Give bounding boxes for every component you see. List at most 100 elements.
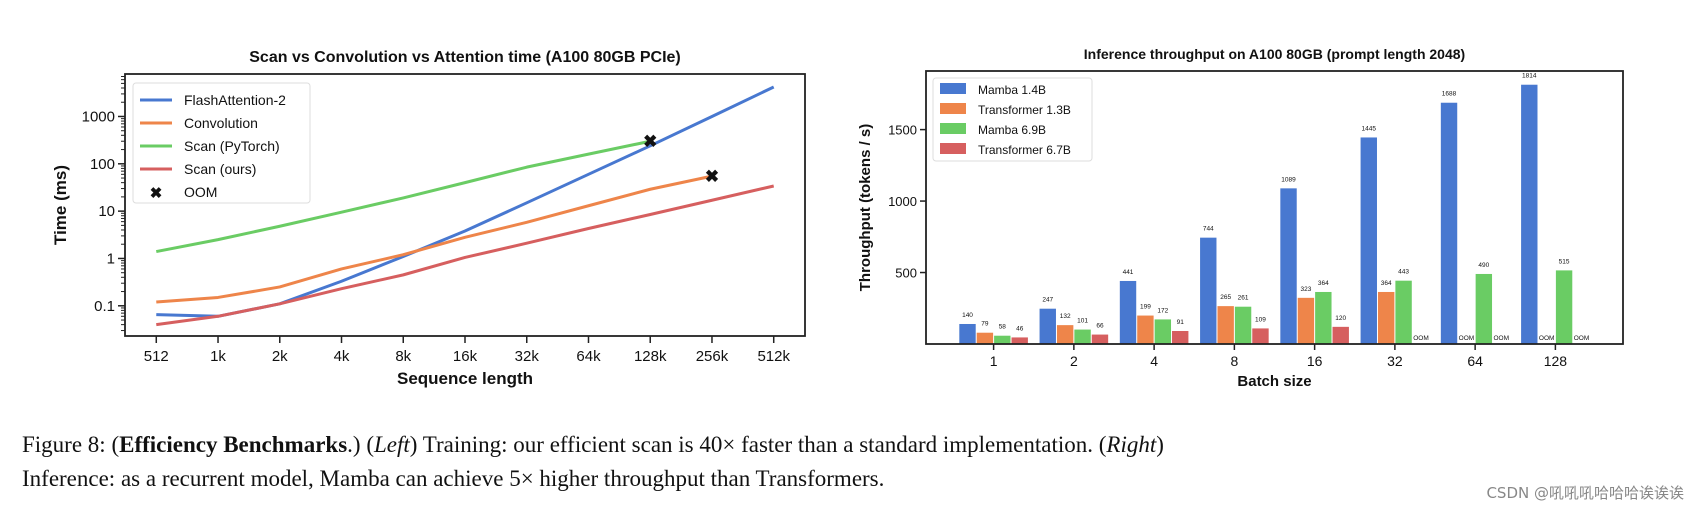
bar-value-label: 79 bbox=[981, 321, 989, 328]
chart-title: Inference throughput on A100 80GB (promp… bbox=[1084, 46, 1465, 62]
bar-value-label: 132 bbox=[1060, 313, 1071, 320]
oom-label: OOM bbox=[1459, 335, 1475, 342]
x-tick-label: 128k bbox=[634, 348, 667, 365]
x-tick-label: 1 bbox=[990, 353, 998, 369]
bar bbox=[1234, 306, 1252, 344]
oom-label: OOM bbox=[1539, 335, 1555, 342]
caption-line-2: Inference: as a recurrent model, Mamba c… bbox=[22, 466, 885, 491]
bar bbox=[1154, 319, 1172, 344]
legend-label: FlashAttention-2 bbox=[184, 92, 286, 108]
bar bbox=[1521, 84, 1538, 344]
y-tick-label: 1500 bbox=[888, 123, 917, 138]
x-tick-label: 64 bbox=[1467, 353, 1483, 369]
y-tick-label: 100 bbox=[90, 156, 115, 173]
bar bbox=[959, 323, 976, 344]
legend-label: Mamba 1.4B bbox=[978, 83, 1046, 97]
legend-label: OOM bbox=[184, 184, 217, 200]
x-tick-label: 32k bbox=[515, 348, 540, 365]
y-tick-label: 1000 bbox=[82, 108, 115, 125]
bar bbox=[1360, 137, 1377, 344]
bar-value-label: 91 bbox=[1177, 319, 1185, 326]
y-tick-label: 1 bbox=[107, 250, 115, 267]
bar-value-label: 744 bbox=[1203, 226, 1214, 233]
x-tick-label: 16k bbox=[453, 348, 478, 365]
bar-value-label: 109 bbox=[1255, 316, 1266, 323]
legend-box bbox=[132, 82, 311, 204]
bar-value-label: 58 bbox=[999, 324, 1007, 331]
bar-value-label: 1089 bbox=[1281, 176, 1296, 183]
x-axis-label: Batch size bbox=[1237, 373, 1311, 390]
bar-value-label: 364 bbox=[1381, 280, 1392, 287]
plot-frame bbox=[124, 73, 806, 337]
bar bbox=[976, 332, 994, 344]
figure-caption: Figure 8: (Efficiency Benchmarks.) (Left… bbox=[22, 428, 1682, 496]
bar bbox=[1377, 291, 1395, 344]
x-tick-label: 16 bbox=[1307, 353, 1323, 369]
bar-value-label: 140 bbox=[962, 312, 973, 319]
x-tick-label: 2k bbox=[272, 348, 288, 365]
x-axis-label: Sequence length bbox=[397, 369, 533, 388]
bar-value-label: 323 bbox=[1300, 286, 1311, 293]
bar bbox=[1217, 306, 1234, 344]
x-tick-label: 512 bbox=[144, 348, 169, 365]
x-tick-label: 64k bbox=[576, 348, 601, 365]
x-tick-label: 256k bbox=[696, 348, 729, 365]
x-tick-label: 8k bbox=[395, 348, 411, 365]
x-tick-label: 128 bbox=[1544, 353, 1568, 369]
x-tick-label: 4k bbox=[334, 348, 350, 365]
x-tick-label: 4 bbox=[1150, 353, 1158, 369]
bar-value-label: 172 bbox=[1157, 307, 1168, 314]
caption-bold: Efficiency Benchmarks bbox=[119, 432, 348, 457]
watermark: CSDN @吼吼吼哈哈哈诶诶诶 bbox=[1486, 484, 1684, 502]
bar bbox=[1297, 297, 1315, 344]
bar bbox=[1056, 325, 1074, 344]
bar bbox=[1395, 280, 1412, 344]
bar-value-label: 247 bbox=[1042, 297, 1053, 304]
legend-label: Transformer 6.7B bbox=[978, 143, 1071, 157]
legend-label: Convolution bbox=[184, 115, 258, 131]
legend-label: Scan (PyTorch) bbox=[184, 138, 280, 154]
bar bbox=[1074, 329, 1091, 344]
bar-value-label: 515 bbox=[1559, 258, 1570, 265]
bar-value-label: 443 bbox=[1398, 269, 1409, 276]
x-tick-label: 512k bbox=[757, 348, 790, 365]
legend-swatch bbox=[940, 103, 966, 114]
legend-box bbox=[932, 77, 1093, 162]
x-tick-label: 1k bbox=[210, 348, 226, 365]
series-line-scan-ours- bbox=[156, 184, 775, 327]
bar bbox=[1440, 102, 1458, 344]
y-tick-label: 1000 bbox=[888, 194, 917, 209]
bar bbox=[1137, 315, 1154, 344]
bar bbox=[1172, 330, 1189, 344]
bar bbox=[1555, 270, 1573, 344]
bar bbox=[1091, 334, 1109, 344]
y-tick-label: 0.1 bbox=[94, 298, 115, 315]
caption-left: Left bbox=[374, 432, 410, 457]
caption-text: .) ( bbox=[347, 432, 374, 457]
legend-swatch bbox=[940, 83, 966, 94]
bar bbox=[1252, 328, 1269, 344]
y-tick-label: 500 bbox=[895, 266, 917, 281]
bar-value-label: 46 bbox=[1016, 325, 1024, 332]
bar bbox=[1280, 188, 1297, 344]
bar-value-label: 66 bbox=[1096, 323, 1104, 330]
legend-swatch bbox=[940, 143, 966, 154]
legend-swatch bbox=[940, 123, 966, 134]
legend-label: Mamba 6.9B bbox=[978, 123, 1046, 137]
bar-value-label: 199 bbox=[1140, 304, 1151, 311]
y-axis-label: Time (ms) bbox=[51, 165, 70, 245]
bar bbox=[994, 335, 1011, 344]
bar-value-label: 441 bbox=[1123, 269, 1134, 276]
bar-value-label: 101 bbox=[1077, 318, 1088, 325]
bar bbox=[1200, 237, 1217, 344]
bar-value-label: 261 bbox=[1238, 295, 1249, 302]
legend-oom-marker: ✖ bbox=[150, 185, 163, 202]
bar-value-label: 265 bbox=[1220, 294, 1231, 301]
series-line-convolution bbox=[156, 174, 713, 304]
x-tick-label: 2 bbox=[1070, 353, 1078, 369]
bar bbox=[1475, 273, 1493, 344]
bar bbox=[1039, 308, 1056, 344]
oom-marker: ✖ bbox=[643, 132, 657, 151]
